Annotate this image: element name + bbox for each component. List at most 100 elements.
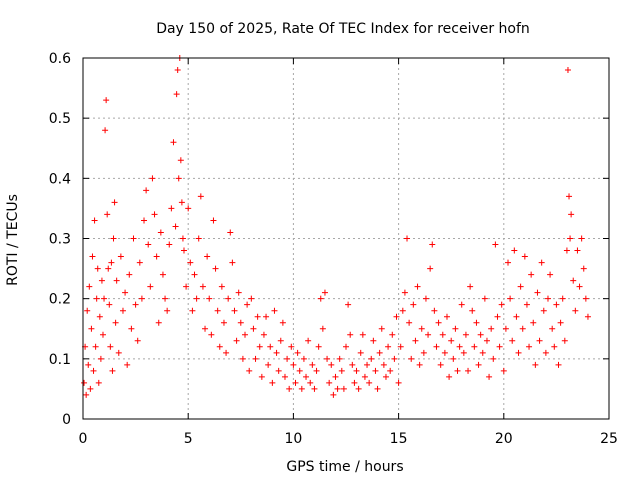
data-point	[479, 349, 486, 356]
data-point	[555, 361, 562, 368]
data-point	[324, 355, 331, 362]
data-point	[132, 301, 139, 308]
data-point	[98, 277, 105, 284]
data-point	[540, 307, 547, 314]
data-point	[366, 379, 373, 386]
data-point	[170, 139, 177, 146]
data-point	[441, 349, 448, 356]
data-point	[95, 379, 102, 386]
data-point	[286, 385, 293, 392]
data-point	[416, 361, 423, 368]
data-point	[303, 373, 310, 380]
data-point	[149, 175, 156, 182]
data-point	[179, 235, 186, 242]
data-point	[189, 307, 196, 314]
data-point	[92, 343, 99, 350]
data-point	[502, 325, 509, 332]
data-point	[183, 283, 190, 290]
data-point	[89, 253, 96, 260]
data-point	[178, 199, 185, 206]
data-point	[115, 349, 122, 356]
data-point	[84, 307, 91, 314]
data-point	[175, 175, 182, 182]
data-point	[210, 217, 217, 224]
x-axis-label: GPS time / hours	[286, 459, 403, 475]
data-point	[551, 343, 558, 350]
data-point	[91, 217, 98, 224]
data-point	[370, 337, 377, 344]
data-point	[353, 367, 360, 374]
data-point	[294, 349, 301, 356]
data-point	[429, 241, 436, 248]
data-point	[357, 349, 364, 356]
data-point	[422, 295, 429, 302]
data-point	[561, 337, 568, 344]
data-point	[410, 301, 417, 308]
data-point	[239, 355, 246, 362]
data-point	[153, 253, 160, 260]
data-point	[382, 373, 389, 380]
data-point	[435, 319, 442, 326]
data-point	[355, 385, 362, 392]
data-point	[147, 283, 154, 290]
data-point	[408, 355, 415, 362]
data-point	[309, 361, 316, 368]
grid-lines	[83, 58, 609, 419]
data-point	[528, 271, 535, 278]
data-point	[86, 283, 93, 290]
data-point	[242, 331, 249, 338]
data-point	[81, 379, 88, 386]
data-point	[93, 295, 100, 302]
data-point	[376, 349, 383, 356]
data-points	[81, 55, 591, 398]
data-point	[155, 319, 162, 326]
data-point	[404, 235, 411, 242]
data-point	[559, 295, 566, 302]
data-point	[443, 313, 450, 320]
y-tick-label: 0.4	[49, 171, 71, 187]
data-point	[330, 391, 337, 398]
data-point	[99, 331, 106, 338]
data-point	[151, 211, 158, 218]
data-point	[237, 319, 244, 326]
data-point	[254, 313, 261, 320]
data-point	[279, 319, 286, 326]
data-point	[347, 331, 354, 338]
data-point	[206, 295, 213, 302]
data-point	[300, 355, 307, 362]
data-point	[418, 325, 425, 332]
data-point	[332, 373, 339, 380]
data-point	[340, 385, 347, 392]
data-point	[500, 367, 507, 374]
data-point	[258, 373, 265, 380]
data-point	[180, 247, 187, 254]
data-point	[94, 265, 101, 272]
data-point	[83, 391, 90, 398]
data-point	[349, 361, 356, 368]
data-point	[246, 367, 253, 374]
data-point	[557, 319, 564, 326]
data-point	[172, 223, 179, 230]
x-tick-label: 20	[495, 431, 513, 447]
data-point	[110, 235, 117, 242]
data-point	[248, 295, 255, 302]
data-point	[319, 325, 326, 332]
data-point	[542, 349, 549, 356]
chart-title: Day 150 of 2025, Rate Of TEC Index for r…	[156, 21, 530, 37]
data-point	[124, 361, 131, 368]
data-point	[446, 373, 453, 380]
data-point	[122, 289, 129, 296]
data-point	[496, 343, 503, 350]
data-point	[380, 361, 387, 368]
data-point	[448, 337, 455, 344]
data-point	[568, 211, 575, 218]
data-point	[544, 295, 551, 302]
y-tick-label: 0.3	[49, 232, 71, 248]
data-point	[271, 307, 278, 314]
data-point	[328, 361, 335, 368]
data-point	[87, 385, 94, 392]
data-point	[128, 325, 135, 332]
data-point	[105, 265, 112, 272]
data-point	[265, 361, 272, 368]
